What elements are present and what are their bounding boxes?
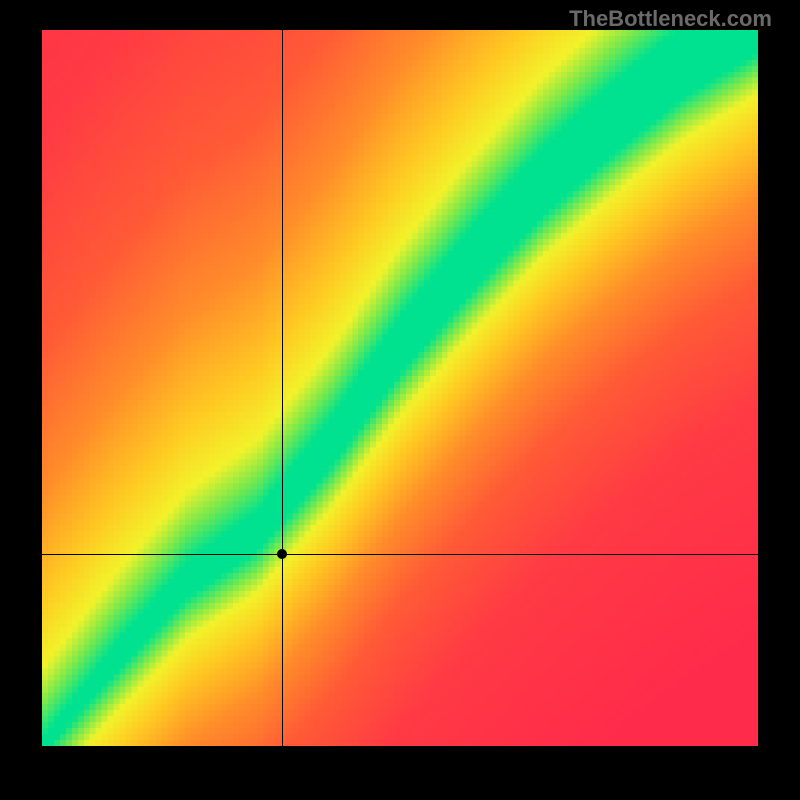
marker-point	[277, 549, 287, 559]
watermark-text: TheBottleneck.com	[569, 6, 772, 32]
crosshair-vertical	[282, 30, 283, 746]
crosshair-horizontal	[42, 554, 758, 555]
heatmap-plot	[42, 30, 758, 746]
heatmap-canvas	[42, 30, 758, 746]
